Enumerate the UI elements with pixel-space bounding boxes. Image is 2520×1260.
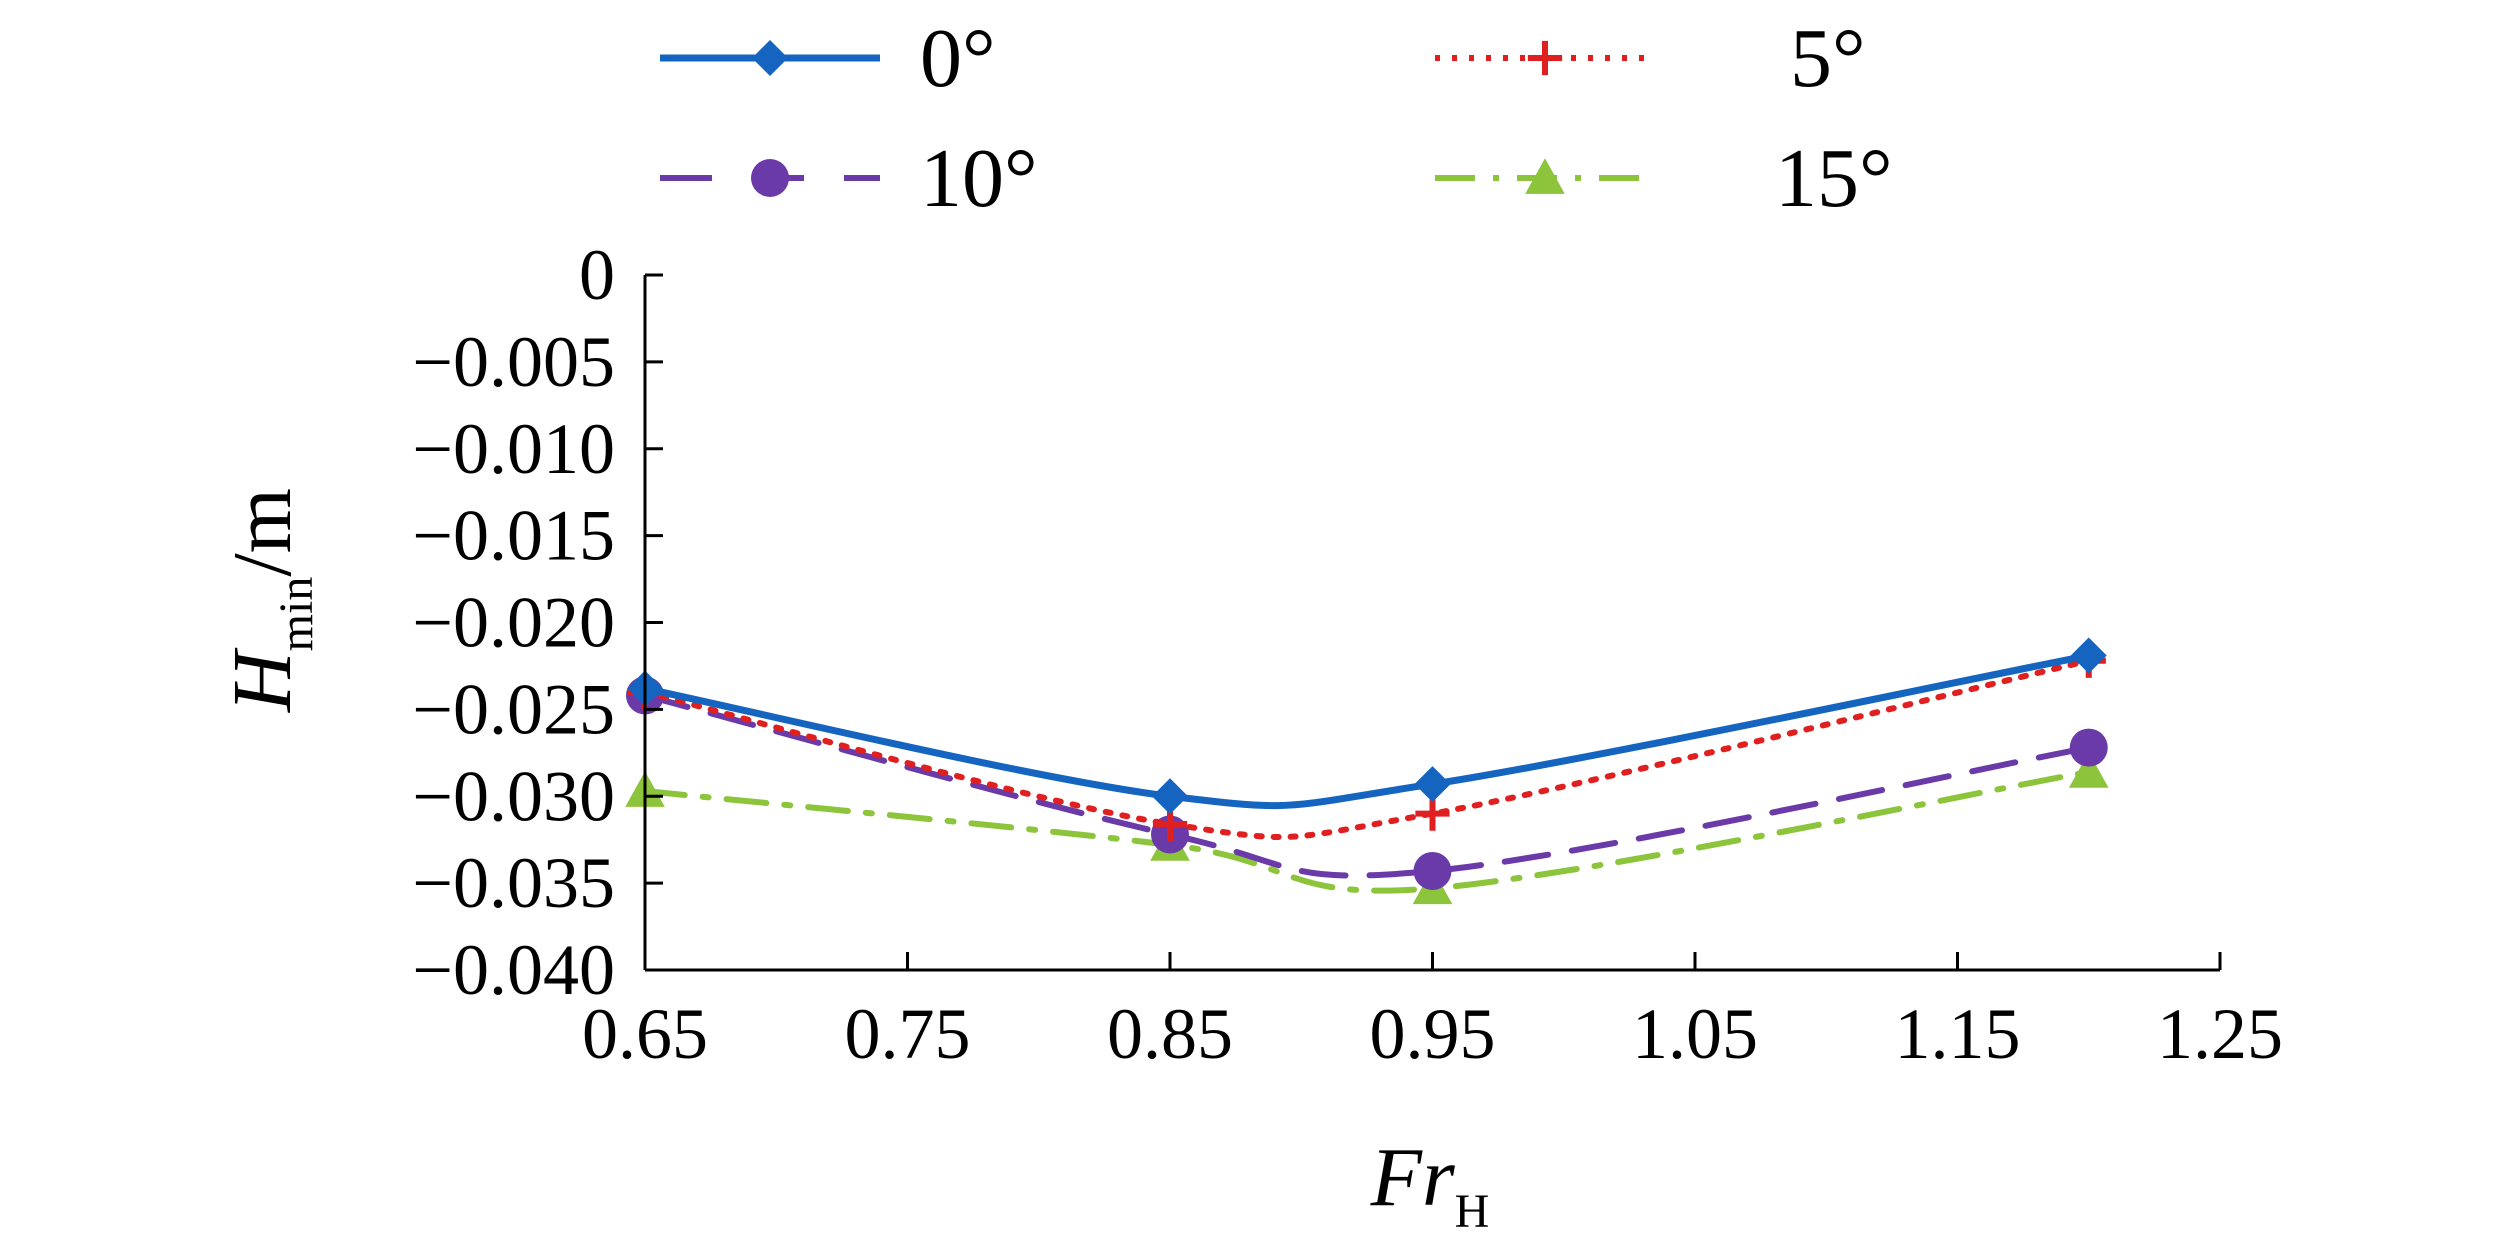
series-2: [626, 676, 2108, 890]
x-axis-title: FrH: [1370, 1131, 1490, 1238]
legend-item-0: 0°: [660, 12, 996, 105]
y-tick-label: −0.030: [412, 756, 615, 836]
legend-item-3: 15°: [1435, 132, 1893, 225]
legend-marker: [1527, 40, 1563, 76]
plot-area: [625, 637, 2109, 905]
axes: 0−0.005−0.010−0.015−0.020−0.025−0.030−0.…: [412, 235, 2283, 1074]
y-axis-title-main: H: [216, 647, 309, 713]
series-line: [642, 692, 2092, 879]
series-0: [627, 637, 2107, 815]
legend: 0° 5° 10° 15°: [660, 12, 1893, 225]
series-line: [642, 768, 2092, 894]
y-tick-label: −0.020: [412, 583, 615, 663]
y-tick-label: −0.025: [412, 669, 615, 749]
series-3: [625, 752, 2109, 905]
y-axis-title-sub: min: [270, 577, 323, 652]
y-tick-label: −0.015: [412, 496, 615, 576]
x-tick-label: 1.15: [1895, 994, 2021, 1074]
series-line: [641, 652, 2093, 810]
legend-marker: [1525, 158, 1565, 194]
legend-label: 5°: [1790, 12, 1866, 105]
x-tick-label: 1.25: [2157, 994, 2283, 1074]
data-point: [1414, 766, 1451, 803]
data-point: [1413, 851, 1452, 890]
x-tick-label: 0.65: [582, 994, 708, 1074]
data-point: [1415, 796, 1450, 831]
y-tick-label: −0.035: [412, 843, 615, 923]
data-point: [2070, 637, 2107, 674]
y-axis-title: Hmin/m: [216, 488, 323, 713]
y-axis-title-unit: /m: [216, 488, 309, 577]
x-tick-label: 0.75: [845, 994, 971, 1074]
y-tick-label: −0.040: [412, 930, 615, 1010]
legend-item-2: 10°: [660, 132, 1038, 225]
legend-label: 15°: [1775, 132, 1893, 225]
legend-label: 10°: [920, 132, 1038, 225]
legend-marker: [752, 40, 788, 76]
x-axis-title-main: Fr: [1370, 1131, 1455, 1224]
x-tick-label: 0.95: [1370, 994, 1496, 1074]
x-tick-label: 1.05: [1632, 994, 1758, 1074]
data-point: [2068, 752, 2109, 788]
y-tick-label: 0: [579, 235, 615, 315]
y-tick-label: −0.010: [412, 409, 615, 489]
legend-label: 0°: [920, 12, 996, 105]
x-axis-title-sub: H: [1455, 1185, 1490, 1238]
x-tick-label: 0.85: [1107, 994, 1233, 1074]
series-line: [642, 657, 2092, 841]
data-point: [2069, 728, 2108, 767]
legend-marker: [751, 159, 789, 197]
y-tick-label: −0.005: [412, 322, 615, 402]
data-point: [1152, 778, 1188, 815]
legend-item-1: 5°: [1435, 12, 1866, 105]
